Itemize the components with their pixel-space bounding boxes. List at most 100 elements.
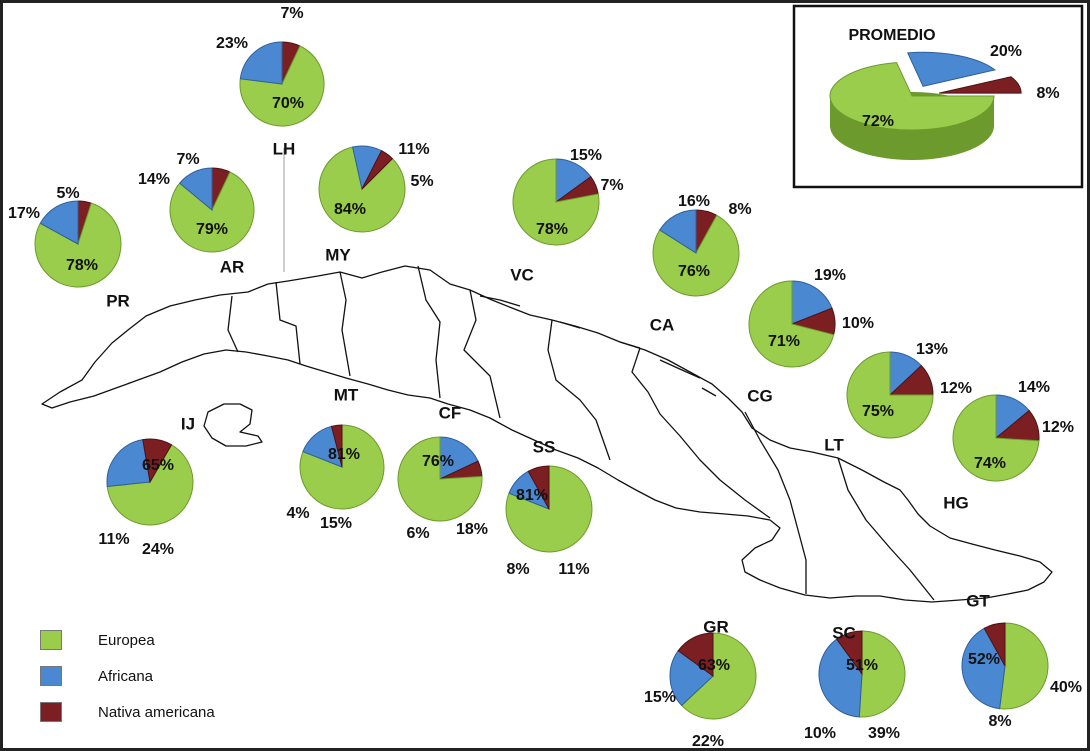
pie-pr-slice-europea xyxy=(34,202,122,288)
pie-hg-label-europea: 74% xyxy=(974,455,1006,472)
pie-vc-label-europea: 78% xyxy=(536,221,568,238)
legend-swatch-africana xyxy=(40,666,62,686)
pie-mt-title: MT xyxy=(334,385,359,404)
pie-gr-label-nativa: 15% xyxy=(644,689,676,706)
pie-cf-slice-africana xyxy=(439,436,479,480)
pie-ar-label-nativa: 7% xyxy=(176,151,199,168)
cuba-coastline xyxy=(41,265,1053,603)
pie-ar-label-europea: 79% xyxy=(196,221,228,238)
pie-hg-slice-europea xyxy=(952,394,1040,482)
pie-lh-label-africana: 23% xyxy=(216,35,248,52)
pie-gt-slice-nativa xyxy=(983,622,1006,667)
pie-mt-slice-europea xyxy=(299,424,385,510)
pie-hg-label-africana: 14% xyxy=(1018,379,1050,396)
pie-lt-label-europea: 75% xyxy=(862,403,894,420)
pie-lt-slice-europea xyxy=(846,351,934,439)
pie-cg-title: CG xyxy=(747,386,773,405)
pie-ca-label-africana: 16% xyxy=(678,193,710,210)
pie-my-label-africana: 11% xyxy=(398,141,429,158)
province-borders xyxy=(227,265,935,601)
pie-gr-label-africana: 22% xyxy=(692,733,724,750)
pie-cg-slice-europea xyxy=(748,280,835,368)
legend-item-europea: Europea xyxy=(40,622,280,658)
pie-mt-label-europea: 81% xyxy=(328,446,360,463)
pie-vc-label-africana: 15% xyxy=(570,147,602,164)
legend-label-europea: Europea xyxy=(98,631,155,649)
pie-ss-slice-europea xyxy=(505,465,593,553)
north-cays xyxy=(479,295,717,397)
legend-label-africana: Africana xyxy=(98,667,154,685)
pie-sc-label-europea: 51% xyxy=(846,657,878,674)
pie-sc-label-nativa: 10% xyxy=(804,725,836,742)
pie-sc-title: SC xyxy=(832,623,856,642)
pie-ij-slice-europea xyxy=(106,444,194,526)
pie-lh-title: LH xyxy=(273,139,296,158)
cuba-map xyxy=(41,148,1053,603)
pie-gr-label-europea: 63% xyxy=(698,657,730,674)
pie-ij-label-africana: 24% xyxy=(142,541,174,558)
pie-cg-slice-africana xyxy=(791,280,833,325)
pie-lt-label-nativa: 12% xyxy=(940,380,972,397)
legend: Europea Africana Nativa americana xyxy=(40,622,280,730)
pie-lt-label-africana: 13% xyxy=(916,341,948,358)
pie-ss-title: SS xyxy=(533,437,556,456)
pie-ar-slice-africana xyxy=(178,167,213,212)
pie-gt-label-europea: 52% xyxy=(968,651,1000,668)
pie-vc-slice-europea xyxy=(512,158,600,246)
isla-juventud xyxy=(203,403,263,447)
pie-promedio-label-nativa: 8% xyxy=(1036,85,1059,102)
pie-ca-slice-africana xyxy=(659,209,697,254)
pie-mt-label-nativa: 4% xyxy=(286,505,309,522)
pie-lh-label-europea: 70% xyxy=(272,95,304,112)
pie-ar-slice-europea xyxy=(169,171,255,253)
pies-layer xyxy=(34,41,1049,720)
pie-vc-title: VC xyxy=(510,265,534,284)
pie-my-label-europea: 84% xyxy=(334,201,366,218)
pie-lh-slice-europea xyxy=(239,45,325,127)
pie-promedio-slice-nativa xyxy=(939,76,1022,94)
pie-promedio-label-africana: 20% xyxy=(990,43,1022,60)
pie-vc-label-nativa: 7% xyxy=(600,177,623,194)
legend-item-nativa: Nativa americana xyxy=(40,694,280,730)
legend-swatch-nativa xyxy=(40,702,62,722)
pie-ij-slice-nativa xyxy=(142,438,173,484)
pie-cf-title: CF xyxy=(439,403,462,422)
pie-cf-label-africana: 18% xyxy=(456,521,488,538)
pie-mt-label-africana: 15% xyxy=(320,515,352,532)
pie-lh-label-nativa: 7% xyxy=(280,5,303,22)
pie-pr-label-europea: 78% xyxy=(66,257,98,274)
pie-sc-slice-africana xyxy=(818,638,863,718)
pie-cg-label-nativa: 10% xyxy=(842,315,874,332)
pie-mt-slice-nativa xyxy=(330,424,343,468)
pie-my-label-nativa: 5% xyxy=(410,173,433,190)
legend-item-africana: Africana xyxy=(40,658,280,694)
pie-lt-title: LT xyxy=(824,435,844,454)
pie-ca-label-nativa: 8% xyxy=(728,201,751,218)
pie-pr-slice-africana xyxy=(39,200,79,245)
pie-gt-label-nativa: 8% xyxy=(988,713,1011,730)
pie-ij-slice-africana xyxy=(106,439,151,488)
pie-ss-label-nativa: 8% xyxy=(506,561,529,578)
pie-hg-title: HG xyxy=(943,493,969,512)
pie-sc-slice-europea xyxy=(858,630,906,718)
pie-cg-label-europea: 71% xyxy=(768,333,800,350)
pie-cf-slice-europea xyxy=(397,436,483,522)
pie-hg-label-nativa: 12% xyxy=(1042,419,1074,436)
pie-ca-label-europea: 76% xyxy=(678,263,710,280)
pie-pr-title: PR xyxy=(106,291,130,310)
pie-cf-label-nativa: 6% xyxy=(406,525,429,542)
pie-pr-label-africana: 17% xyxy=(8,205,40,222)
pie-sc-label-africana: 39% xyxy=(868,725,900,742)
pie-gr-slice-africana xyxy=(669,650,714,707)
pie-gr-slice-nativa xyxy=(677,632,714,677)
pie-promedio-label-europea: 72% xyxy=(862,113,894,130)
pie-promedio-slice-europea xyxy=(829,62,995,131)
legend-swatch-europea xyxy=(40,630,62,650)
pie-ca-slice-europea xyxy=(652,214,740,297)
pie-cg-label-africana: 19% xyxy=(814,267,846,284)
pie-lh-slice-africana xyxy=(239,41,283,85)
pie-gr-slice-europea xyxy=(680,632,757,720)
pie-gt-slice-europea xyxy=(999,622,1049,710)
